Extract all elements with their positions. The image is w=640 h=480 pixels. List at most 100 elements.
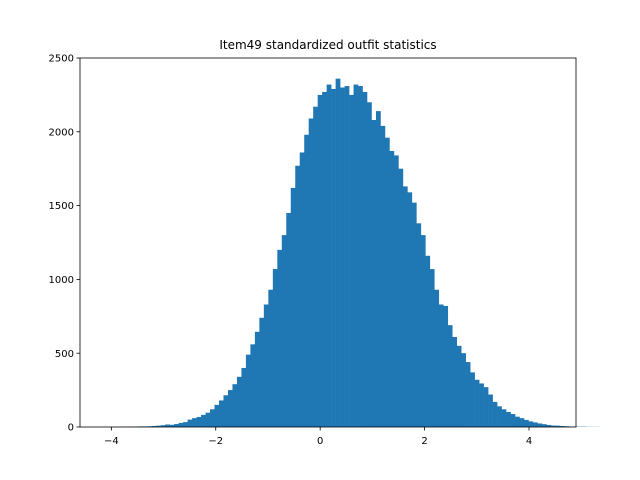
y-tick-label: 1500 (49, 201, 74, 212)
histogram-bar (340, 87, 345, 428)
histogram-bar (434, 289, 440, 427)
histogram-bar (169, 424, 175, 427)
histogram-bar (236, 376, 242, 427)
histogram-bar (402, 186, 408, 427)
histogram-bar (474, 379, 480, 427)
histogram-bar (192, 418, 197, 427)
histogram-bar (286, 212, 292, 427)
histogram-bar (497, 406, 502, 427)
histogram-bar (380, 125, 386, 428)
histogram-bar (519, 418, 525, 427)
histogram-bar (281, 235, 287, 427)
histogram-bar (416, 223, 422, 427)
histogram-bar (461, 353, 466, 427)
histogram-bar (353, 84, 359, 428)
histogram-bar (389, 150, 395, 427)
histogram-bar (201, 414, 206, 427)
x-tick-label: 4 (526, 436, 532, 447)
histogram-bar (470, 372, 475, 427)
histogram-bar (443, 305, 449, 427)
histogram-bar (304, 134, 310, 427)
histogram-bar (160, 425, 166, 427)
histogram-bar (322, 91, 327, 427)
histogram-bar (344, 86, 350, 427)
histogram-bar (151, 425, 157, 427)
histogram-bar (277, 249, 283, 427)
histogram-bar (272, 269, 278, 427)
histogram-bar (510, 414, 516, 427)
histogram-bar (546, 424, 552, 427)
y-tick-label: 1000 (49, 275, 74, 286)
histogram-bar (335, 78, 341, 427)
histogram-bar (429, 269, 435, 427)
histogram-bar (492, 401, 498, 427)
histogram-bar (465, 362, 471, 427)
histogram-bar (362, 91, 368, 427)
histogram-bar (456, 345, 462, 427)
histogram-bar (250, 344, 256, 427)
histogram-bar (479, 383, 484, 427)
histogram-bar (174, 424, 179, 427)
histogram-bar (367, 102, 372, 427)
histogram-bar (331, 88, 336, 427)
histogram-bar (537, 423, 543, 427)
histogram-bar (263, 304, 269, 427)
histogram-bar (290, 187, 296, 427)
histogram-bar (214, 404, 220, 427)
histogram-bar (358, 86, 363, 427)
bars-group (102, 78, 601, 428)
histogram-bar (317, 94, 323, 428)
histogram-bar (555, 425, 561, 427)
histogram-bar (165, 424, 170, 427)
histogram-bar (550, 425, 556, 427)
y-axis: 0 500 1000 1500 2000 2500 (49, 54, 80, 434)
chart-title: Item49 standardized outfit statistics (219, 38, 436, 52)
histogram-bar (326, 84, 332, 428)
x-tick-label: −2 (208, 436, 223, 447)
histogram-bar (259, 317, 265, 427)
histogram-bar (227, 390, 233, 427)
histogram-bar (528, 421, 534, 427)
histogram-bar (371, 119, 377, 427)
histogram-bar (313, 106, 318, 427)
y-tick-label: 2000 (49, 127, 74, 138)
histogram-bar (183, 422, 188, 427)
histogram-bar (196, 416, 202, 427)
histogram-bar (425, 255, 431, 427)
histogram-bar (532, 422, 538, 427)
histogram-bar (501, 409, 507, 427)
histogram-bar (223, 395, 229, 427)
y-tick-label: 500 (55, 349, 74, 360)
histogram-bar (205, 412, 211, 427)
histogram-bar (210, 409, 215, 427)
histogram-bar (308, 118, 314, 428)
plot-frame (79, 57, 577, 428)
histogram-bar (447, 325, 453, 427)
histogram-bar (452, 336, 458, 427)
histogram-bar (156, 425, 162, 427)
histogram-bar (541, 424, 547, 427)
histogram-bar (349, 94, 354, 428)
histogram-bar (523, 419, 529, 427)
histogram-bar (295, 165, 301, 428)
histogram-bar (488, 394, 493, 427)
histogram-bar (241, 367, 247, 427)
y-tick-label: 2500 (49, 54, 74, 65)
histogram-bar (187, 419, 193, 427)
histogram-bar (515, 416, 520, 427)
histogram-bar (438, 304, 444, 427)
x-tick-label: 0 (317, 436, 323, 447)
histogram-bar (393, 155, 399, 427)
x-tick-label: −4 (104, 436, 119, 447)
x-axis: −4 −2 0 2 4 (104, 427, 532, 447)
histogram-bar (219, 400, 224, 427)
histogram-bar (268, 289, 274, 427)
histogram-bar (407, 192, 413, 427)
x-tick-label: 2 (421, 436, 427, 447)
histogram-bar (398, 168, 404, 427)
histogram-bar (232, 384, 238, 427)
y-tick-label: 0 (68, 423, 74, 434)
histogram-bar (178, 422, 184, 427)
histogram-bar (384, 137, 390, 428)
